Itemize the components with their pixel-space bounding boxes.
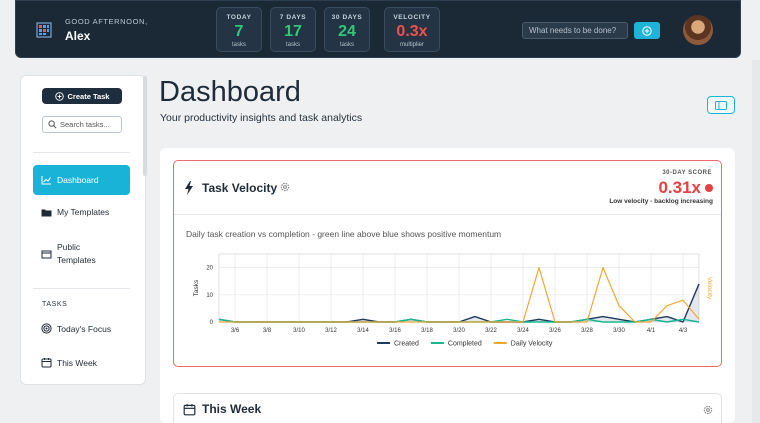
box-icon (41, 250, 52, 259)
stat-label: VELOCITY (393, 14, 431, 21)
chart-x-tick-label: 3/16 (389, 328, 401, 334)
sidebar-divider (33, 152, 130, 153)
stat-today: TODAY 7 tasks (216, 7, 262, 52)
stat-30-days: 30 DAYS 24 tasks (324, 7, 370, 52)
folder-icon (41, 209, 52, 216)
calendar-icon (41, 358, 52, 368)
gear-icon[interactable] (280, 182, 290, 192)
chart-legend-entry: Daily Velocity (511, 341, 553, 348)
chart-x-tick-label: 3/26 (549, 328, 561, 334)
velocity-card-header: Task Velocity 30-DAY SCORE 0.31x Low vel… (174, 161, 721, 215)
stat-label: 30 DAYS (331, 14, 363, 21)
panel-toggle-icon (715, 100, 727, 110)
page-subtitle: Your productivity insights and task anal… (160, 112, 363, 124)
sidebar-item-label: Dashboard (57, 175, 99, 185)
chart-x-tick-label: 3/28 (581, 328, 593, 334)
sidebar-toggle-button[interactable] (707, 96, 735, 114)
chart-x-tick-label: 3/12 (325, 328, 337, 334)
stat-value: 0.3x (396, 23, 428, 40)
stat-value: 17 (284, 23, 302, 40)
search-icon (48, 120, 57, 129)
score-note: Low velocity - backlog increasing (609, 198, 713, 205)
score-value: 0.31x (658, 178, 701, 197)
greeting-label: GOOD AFTERNOON, (65, 17, 148, 26)
top-header: GOOD AFTERNOON, Alex TODAY 7 tasks 7 DAY… (15, 0, 741, 58)
sidebar-item-dashboard[interactable]: Dashboard (33, 165, 130, 195)
chart-y-tick-label: 0 (210, 320, 214, 326)
gear-icon[interactable] (703, 405, 713, 415)
main-scrollbar[interactable] (752, 60, 760, 423)
stat-sub: tasks (339, 42, 354, 48)
stat-value: 24 (338, 23, 356, 40)
plus-circle-icon (54, 91, 64, 101)
velocity-description: Daily task creation vs completion - gree… (186, 229, 502, 239)
target-icon (41, 323, 52, 334)
sidebar-section-tasks: TASKS (42, 301, 68, 308)
chart-x-tick-label: 4/1 (647, 328, 656, 334)
chart-x-tick-label: 3/20 (453, 328, 465, 334)
this-week-title: This Week (202, 402, 262, 416)
lightning-icon (185, 181, 193, 195)
sidebar-item-label: This Week (57, 357, 97, 368)
sidebar-scrollbar[interactable] (143, 76, 147, 176)
sidebar-item-todays-focus[interactable]: Today's Focus (33, 323, 130, 334)
chart-line-icon (41, 176, 51, 185)
add-task-button[interactable] (634, 22, 660, 39)
user-name: Alex (65, 29, 91, 43)
chart-x-tick-label: 3/18 (421, 328, 433, 334)
sidebar-item-my-templates[interactable]: My Templates (33, 207, 130, 217)
sidebar-divider (33, 288, 130, 289)
sidebar-item-public-templates[interactable]: Public Templates (33, 241, 130, 267)
sidebar-item-this-week[interactable]: This Week (33, 357, 130, 368)
chart-x-tick-label: 3/22 (485, 328, 497, 334)
stat-sub: tasks (285, 42, 300, 48)
chart-y-tick-label: 10 (206, 293, 213, 299)
chart-x-tick-label: 3/30 (613, 328, 625, 334)
chart-x-tick-label: 3/8 (263, 328, 272, 334)
stat-value: 7 (234, 23, 244, 40)
velocity-title: Task Velocity (202, 181, 278, 195)
chart-x-tick-label: 3/6 (231, 328, 240, 334)
new-task-input[interactable] (522, 22, 628, 39)
create-task-label: Create Task (67, 91, 110, 101)
sidebar: Create Task Dashboard My Templates Publi… (20, 75, 146, 385)
stat-sub: tasks (231, 42, 246, 48)
chart-y-axis-label: Tasks (193, 279, 200, 296)
score-label: 30-DAY SCORE (662, 170, 712, 176)
chart-legend-entry: Created (394, 341, 419, 348)
chart-y2-axis-label: Velocity (706, 277, 713, 300)
app-logo-icon (36, 22, 52, 38)
stat-sub: multiplier (399, 42, 424, 48)
task-velocity-card: Task Velocity 30-DAY SCORE 0.31x Low vel… (173, 160, 722, 367)
calendar-icon (183, 404, 196, 416)
sidebar-item-label: Today's Focus (57, 323, 112, 334)
plus-circle-icon (642, 25, 652, 36)
stat-velocity: VELOCITY 0.3x multiplier (384, 7, 440, 52)
trend-down-icon (705, 184, 713, 192)
page-title: Dashboard (159, 76, 301, 108)
chart-y-tick-label: 20 (206, 266, 213, 272)
search-input[interactable] (60, 120, 120, 129)
chart-x-tick-label: 3/14 (357, 328, 369, 334)
this-week-card: This Week (173, 393, 722, 423)
user-avatar[interactable] (683, 15, 713, 45)
chart-x-tick-label: 4/3 (679, 328, 688, 334)
velocity-chart: 3/6 3/8 3/10 3/12 3/14 3/16 3/18 3/20 3/22 3/24 3/… (193, 253, 713, 348)
stat-label: 7 DAYS (279, 14, 307, 21)
chart-series-line-daily-velocity (219, 267, 700, 323)
sidebar-item-label: My Templates (57, 207, 110, 217)
search-box[interactable] (42, 116, 122, 133)
create-task-button[interactable]: Create Task (42, 88, 122, 104)
stat-7-days: 7 DAYS 17 tasks (270, 7, 316, 52)
chart-x-tick-label: 3/24 (517, 328, 529, 334)
stat-label: TODAY (226, 14, 252, 21)
chart-legend-entry: Completed (448, 341, 482, 348)
chart-x-tick-label: 3/10 (293, 328, 305, 334)
sidebar-item-label: Public Templates (57, 242, 96, 265)
